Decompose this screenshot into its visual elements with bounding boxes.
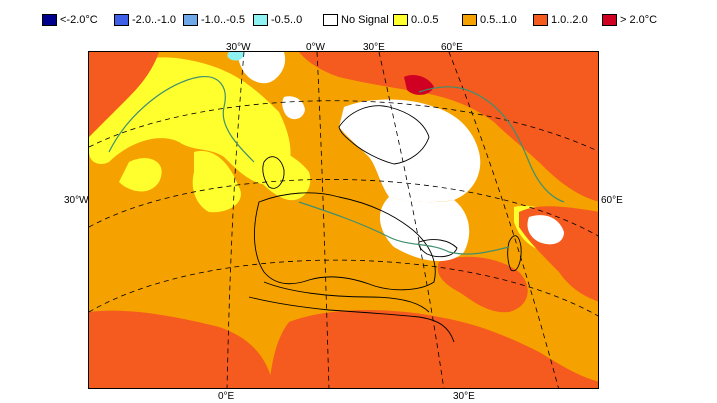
graticule-meridian-minus30 [226,52,245,388]
yellow-region-uk [249,145,311,201]
nosignal-greenland [238,52,286,84]
coastline-caspian [507,235,522,272]
graticule-parallel-30 [89,259,598,317]
yellow-region-atlantic-north [89,57,291,185]
temperature-anomaly-map [89,52,598,388]
top-tick-30w: 30°W [226,42,251,53]
yellow-region-atlantic-west [119,158,162,192]
nosignal-iceland [282,96,305,120]
legend-item-minus2-minus1: -2.0..-1.0 [114,13,176,27]
coastline-europe [254,192,436,291]
nosignal-caspian [527,215,564,245]
top-tick-60e: 60°E [441,42,463,53]
legend-item-minus1-minus05: -1.0..-0.5 [183,13,245,27]
legend-label: No Signal [341,14,389,26]
legend-swatch [462,14,477,26]
cool-spot-greenland [227,52,245,61]
graticule-parallel-50 [89,179,598,237]
significance-contour-south [298,201,510,255]
legend-label: -1.0..-0.5 [201,14,246,26]
legend-item-0-05: 0..0.5 [393,13,439,27]
legend-swatch [602,14,617,26]
nosignal-russia [379,197,470,262]
nosignal-scandinavia [339,99,481,203]
legend-swatch [323,14,338,26]
legend-item-05-1: 0.5..1.0 [462,13,517,27]
coastline-black-sea [418,239,458,258]
legend-label: 0.5..1.0 [480,14,517,26]
legend-item-below-minus2: <-2.0°C [42,13,98,27]
coastline-africa [248,296,455,343]
graticule-parallel-70 [89,100,598,152]
legend-label: 1.0..2.0 [551,14,588,26]
right-tick-60e: 60°E [601,195,623,206]
legend-label: <-2.0°C [60,14,98,26]
graticule-meridian-0 [316,52,330,388]
legend-swatch [114,14,129,26]
top-tick-0w: 0°W [306,42,325,53]
legend-swatch [393,14,408,26]
legend-swatch [42,14,57,26]
warm-region-arctic [299,52,598,202]
coastline-uk [262,156,285,189]
bottom-tick-30e: 30°E [453,391,475,402]
left-tick-30w: 30°W [64,195,89,206]
legend-item-above-2: > 2.0°C [602,13,657,27]
top-tick-30e: 30°E [363,42,385,53]
legend-swatch [183,14,198,26]
legend-item-minus05-0: -0.5..0 [253,13,302,27]
legend: <-2.0°C -2.0..-1.0 -1.0..-0.5 -0.5..0 No… [0,0,717,30]
legend-label: 0..0.5 [411,14,439,26]
legend-swatch [253,14,268,26]
legend-label: -2.0..-1.0 [132,14,177,26]
legend-swatch [533,14,548,26]
legend-item-no-signal: No Signal [323,13,389,27]
legend-label: > 2.0°C [620,14,658,26]
significance-contour-west [108,76,255,163]
yellow-region-iceland [192,151,241,213]
warm-region-nw [89,52,159,137]
map-panel [88,51,599,389]
coastline-scandinavia [338,105,430,165]
legend-item-1-2: 1.0..2.0 [533,13,588,27]
legend-label: -0.5..0 [271,14,303,26]
significance-contour-east [418,86,565,203]
coastline-mediterranean [263,281,430,313]
bottom-tick-0e: 0°E [218,391,235,402]
warm-region-sahara [269,310,598,388]
graticule-meridian-30 [378,52,445,388]
